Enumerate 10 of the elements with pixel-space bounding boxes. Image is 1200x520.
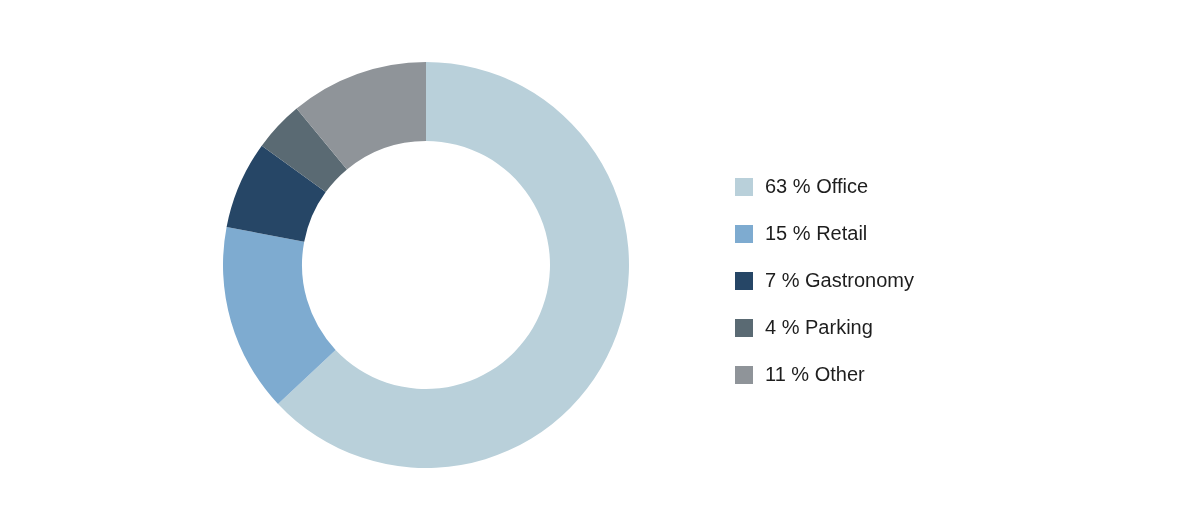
legend-label: 15 % Retail bbox=[765, 222, 868, 245]
legend-label: 7 % Gastronomy bbox=[765, 269, 914, 292]
legend-label: 63 % Office bbox=[765, 175, 869, 198]
donut-slice bbox=[226, 145, 326, 242]
legend-label: 11 % Other bbox=[765, 363, 865, 386]
donut-slice bbox=[261, 108, 347, 193]
donut-slice bbox=[223, 226, 336, 404]
donut-slice bbox=[296, 62, 426, 170]
legend-label: 4 % Parking bbox=[765, 316, 873, 339]
donut-slice bbox=[278, 62, 629, 468]
